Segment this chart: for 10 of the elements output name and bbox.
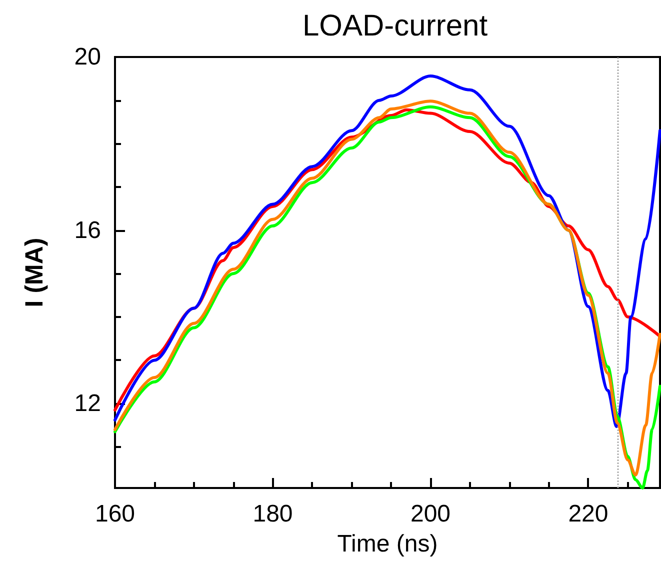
chart-title: LOAD-current	[302, 10, 488, 42]
y-tick-label: 12	[74, 390, 101, 418]
x-tick-label: 200	[410, 500, 451, 528]
y-tick-label: 16	[74, 216, 101, 244]
x-tick-label: 180	[252, 500, 293, 528]
x-tick-label: 220	[568, 500, 608, 528]
x-tick-label: 160	[94, 500, 136, 528]
x-axis-title: Time (ns)	[337, 530, 438, 558]
y-tick-label: 20	[74, 44, 101, 70]
y-axis-title: I (MA)	[20, 238, 48, 308]
